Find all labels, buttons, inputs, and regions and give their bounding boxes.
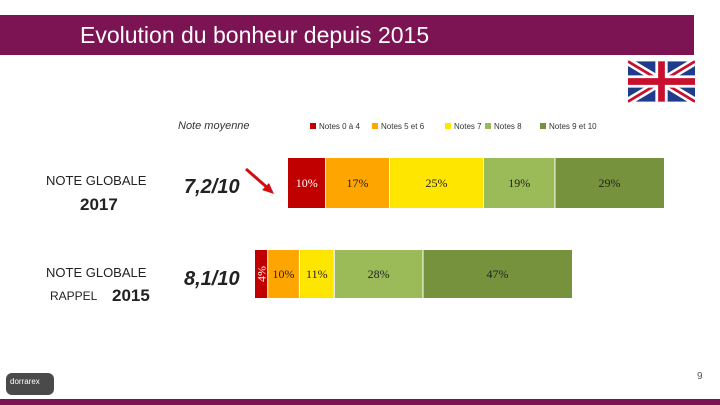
bar-segment xyxy=(334,250,424,298)
score-2015: 8,1/10 xyxy=(184,268,240,290)
legend-item: Notes 7 xyxy=(445,122,482,132)
legend-swatch xyxy=(485,123,491,129)
bar-value-label: 10% xyxy=(296,176,318,190)
bar-value-label: 29% xyxy=(598,176,620,190)
row2-year: 2015 xyxy=(112,286,150,305)
bar-segment xyxy=(255,250,268,298)
bar-segment xyxy=(288,158,326,208)
logo-text: dorrarex xyxy=(10,377,40,386)
score-2017: 7,2/10 xyxy=(184,176,240,198)
title-bar xyxy=(0,15,694,55)
stacked-bar-chart: 10% 17% 25% 19% 29% 4% 10% 11% 28% 47% xyxy=(254,158,664,298)
bar-segment xyxy=(423,250,572,298)
row1-year: 2017 xyxy=(80,195,118,214)
page-title: Evolution du bonheur depuis 2015 xyxy=(80,22,430,48)
legend-swatch xyxy=(540,123,546,129)
legend-label: Notes 8 xyxy=(494,122,522,131)
legend-swatch xyxy=(310,123,316,129)
bar-segment xyxy=(299,250,335,298)
bar-value-label: 28% xyxy=(368,267,390,281)
legend-label: Notes 5 et 6 xyxy=(381,122,425,131)
bar-value-label: 19% xyxy=(508,176,530,190)
bar-segment xyxy=(325,158,390,208)
legend-item: Notes 0 à 4 xyxy=(310,122,360,132)
bar-value-label: 25% xyxy=(426,176,448,190)
page-number: 9 xyxy=(697,371,703,382)
legend-label: Notes 0 à 4 xyxy=(319,122,360,131)
pointer-arrow-icon xyxy=(245,167,274,194)
uk-flag-icon xyxy=(628,60,695,103)
legend-swatch xyxy=(372,123,378,129)
bar-segment xyxy=(483,158,555,208)
company-logo: dorrarex xyxy=(6,373,54,395)
bar-segment xyxy=(554,158,664,208)
bottom-bar xyxy=(0,399,720,405)
legend-item: Notes 8 xyxy=(485,122,522,132)
legend-label: Notes 7 xyxy=(454,122,482,131)
row2-recall-label: RAPPEL xyxy=(50,289,98,303)
bar-segment xyxy=(267,250,300,298)
legend-label: Notes 9 et 10 xyxy=(549,122,597,131)
row1-label: NOTE GLOBALE xyxy=(46,173,147,188)
bar-value-label: 4% xyxy=(254,266,268,282)
legend-item: Notes 5 et 6 xyxy=(372,122,424,132)
legend-item: Notes 9 et 10 xyxy=(540,122,597,132)
average-label: Note moyenne xyxy=(178,120,250,132)
bar-segment xyxy=(389,158,484,208)
bar-value-label: 10% xyxy=(273,267,295,281)
bar-value-label: 11% xyxy=(306,267,328,281)
bar-value-label: 47% xyxy=(487,267,509,281)
legend-swatch xyxy=(445,123,451,129)
row2-label: NOTE GLOBALE xyxy=(46,265,147,280)
bar-value-label: 17% xyxy=(347,176,369,190)
